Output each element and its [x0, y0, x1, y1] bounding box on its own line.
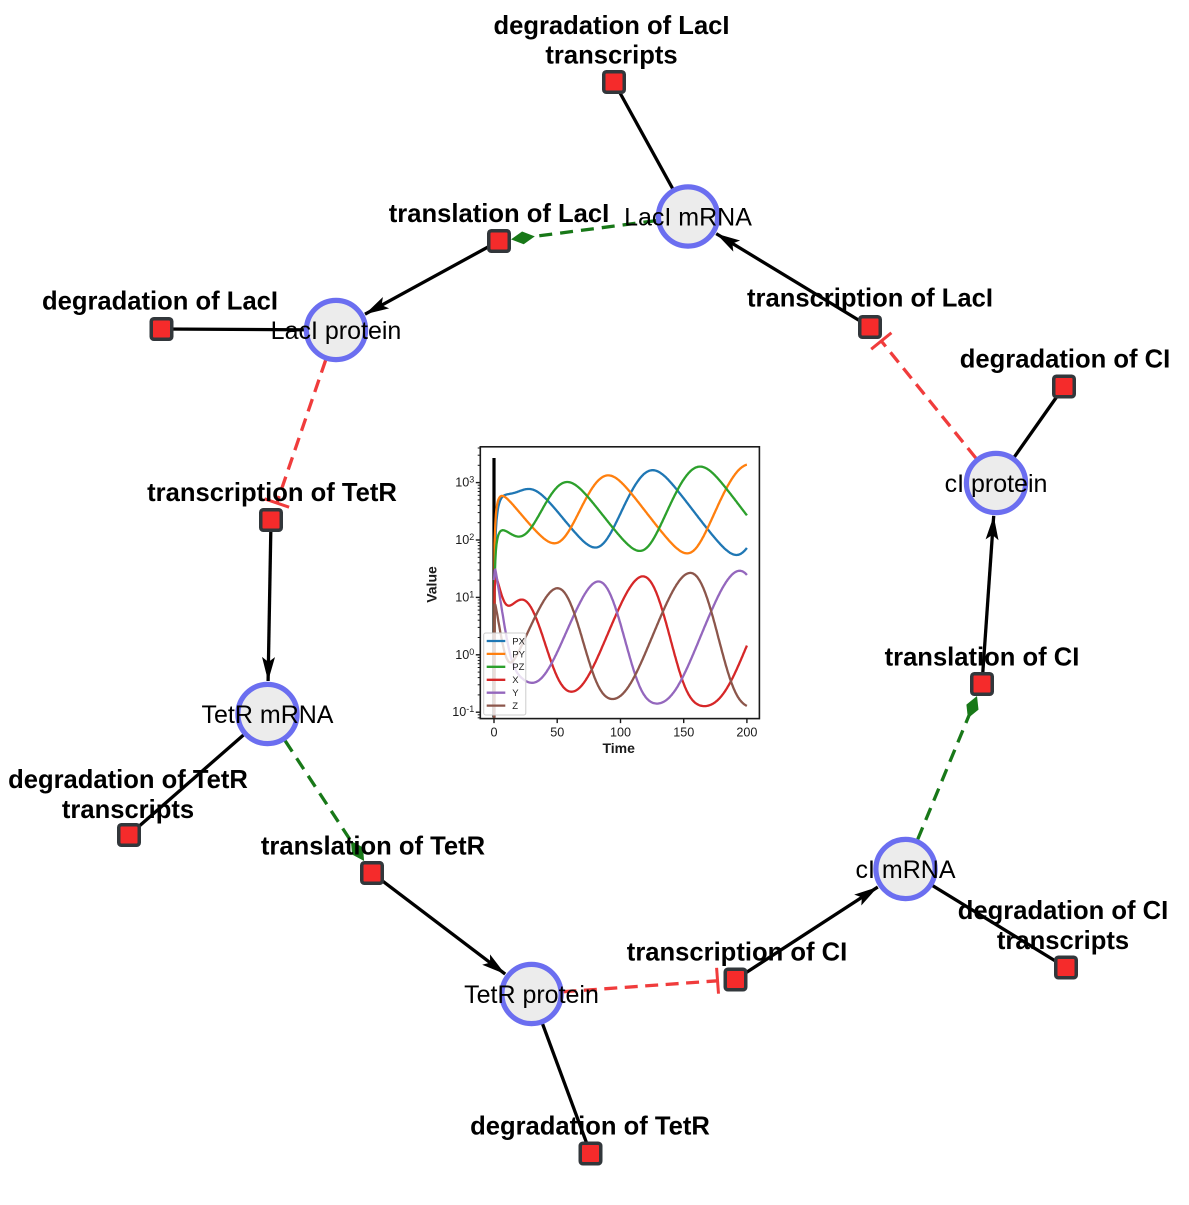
svg-text:degradation of LacI: degradation of LacI: [493, 12, 729, 40]
svg-text:0: 0: [490, 726, 497, 740]
svg-text:Y: Y: [512, 688, 519, 699]
svg-text:200: 200: [736, 726, 757, 740]
svg-text:translation of TetR: translation of TetR: [261, 833, 485, 861]
svg-text:degradation of CI: degradation of CI: [958, 897, 1168, 925]
svg-text:X: X: [512, 675, 519, 686]
svg-text:Value: Value: [424, 566, 440, 603]
svg-text:transcripts: transcripts: [62, 796, 194, 824]
svg-text:cI protein: cI protein: [945, 470, 1048, 498]
svg-text:TetR mRNA: TetR mRNA: [202, 701, 334, 729]
svg-text:transcripts: transcripts: [997, 927, 1129, 955]
svg-text:translation of LacI: translation of LacI: [389, 200, 609, 228]
svg-text:transcripts: transcripts: [545, 41, 677, 69]
svg-text:150: 150: [673, 726, 694, 740]
svg-text:translation of CI: translation of CI: [885, 644, 1080, 672]
svg-text:PZ: PZ: [512, 662, 524, 673]
svg-text:degradation of LacI: degradation of LacI: [42, 288, 278, 316]
svg-text:Time: Time: [602, 740, 635, 756]
svg-text:cI mRNA: cI mRNA: [856, 856, 956, 884]
svg-text:transcription of TetR: transcription of TetR: [147, 479, 397, 507]
svg-text:transcription of CI: transcription of CI: [627, 939, 847, 967]
svg-text:transcription of LacI: transcription of LacI: [747, 285, 993, 313]
svg-text:LacI protein: LacI protein: [271, 317, 402, 345]
svg-text:degradation of TetR: degradation of TetR: [8, 766, 248, 794]
svg-text:Z: Z: [512, 701, 518, 712]
svg-text:degradation of TetR: degradation of TetR: [470, 1113, 710, 1141]
svg-text:50: 50: [550, 726, 564, 740]
svg-text:LacI mRNA: LacI mRNA: [624, 204, 752, 232]
svg-text:100: 100: [610, 726, 631, 740]
svg-text:degradation of CI: degradation of CI: [960, 346, 1170, 374]
svg-text:PX: PX: [512, 636, 525, 647]
svg-text:TetR protein: TetR protein: [464, 981, 599, 1009]
svg-text:PY: PY: [512, 649, 525, 660]
